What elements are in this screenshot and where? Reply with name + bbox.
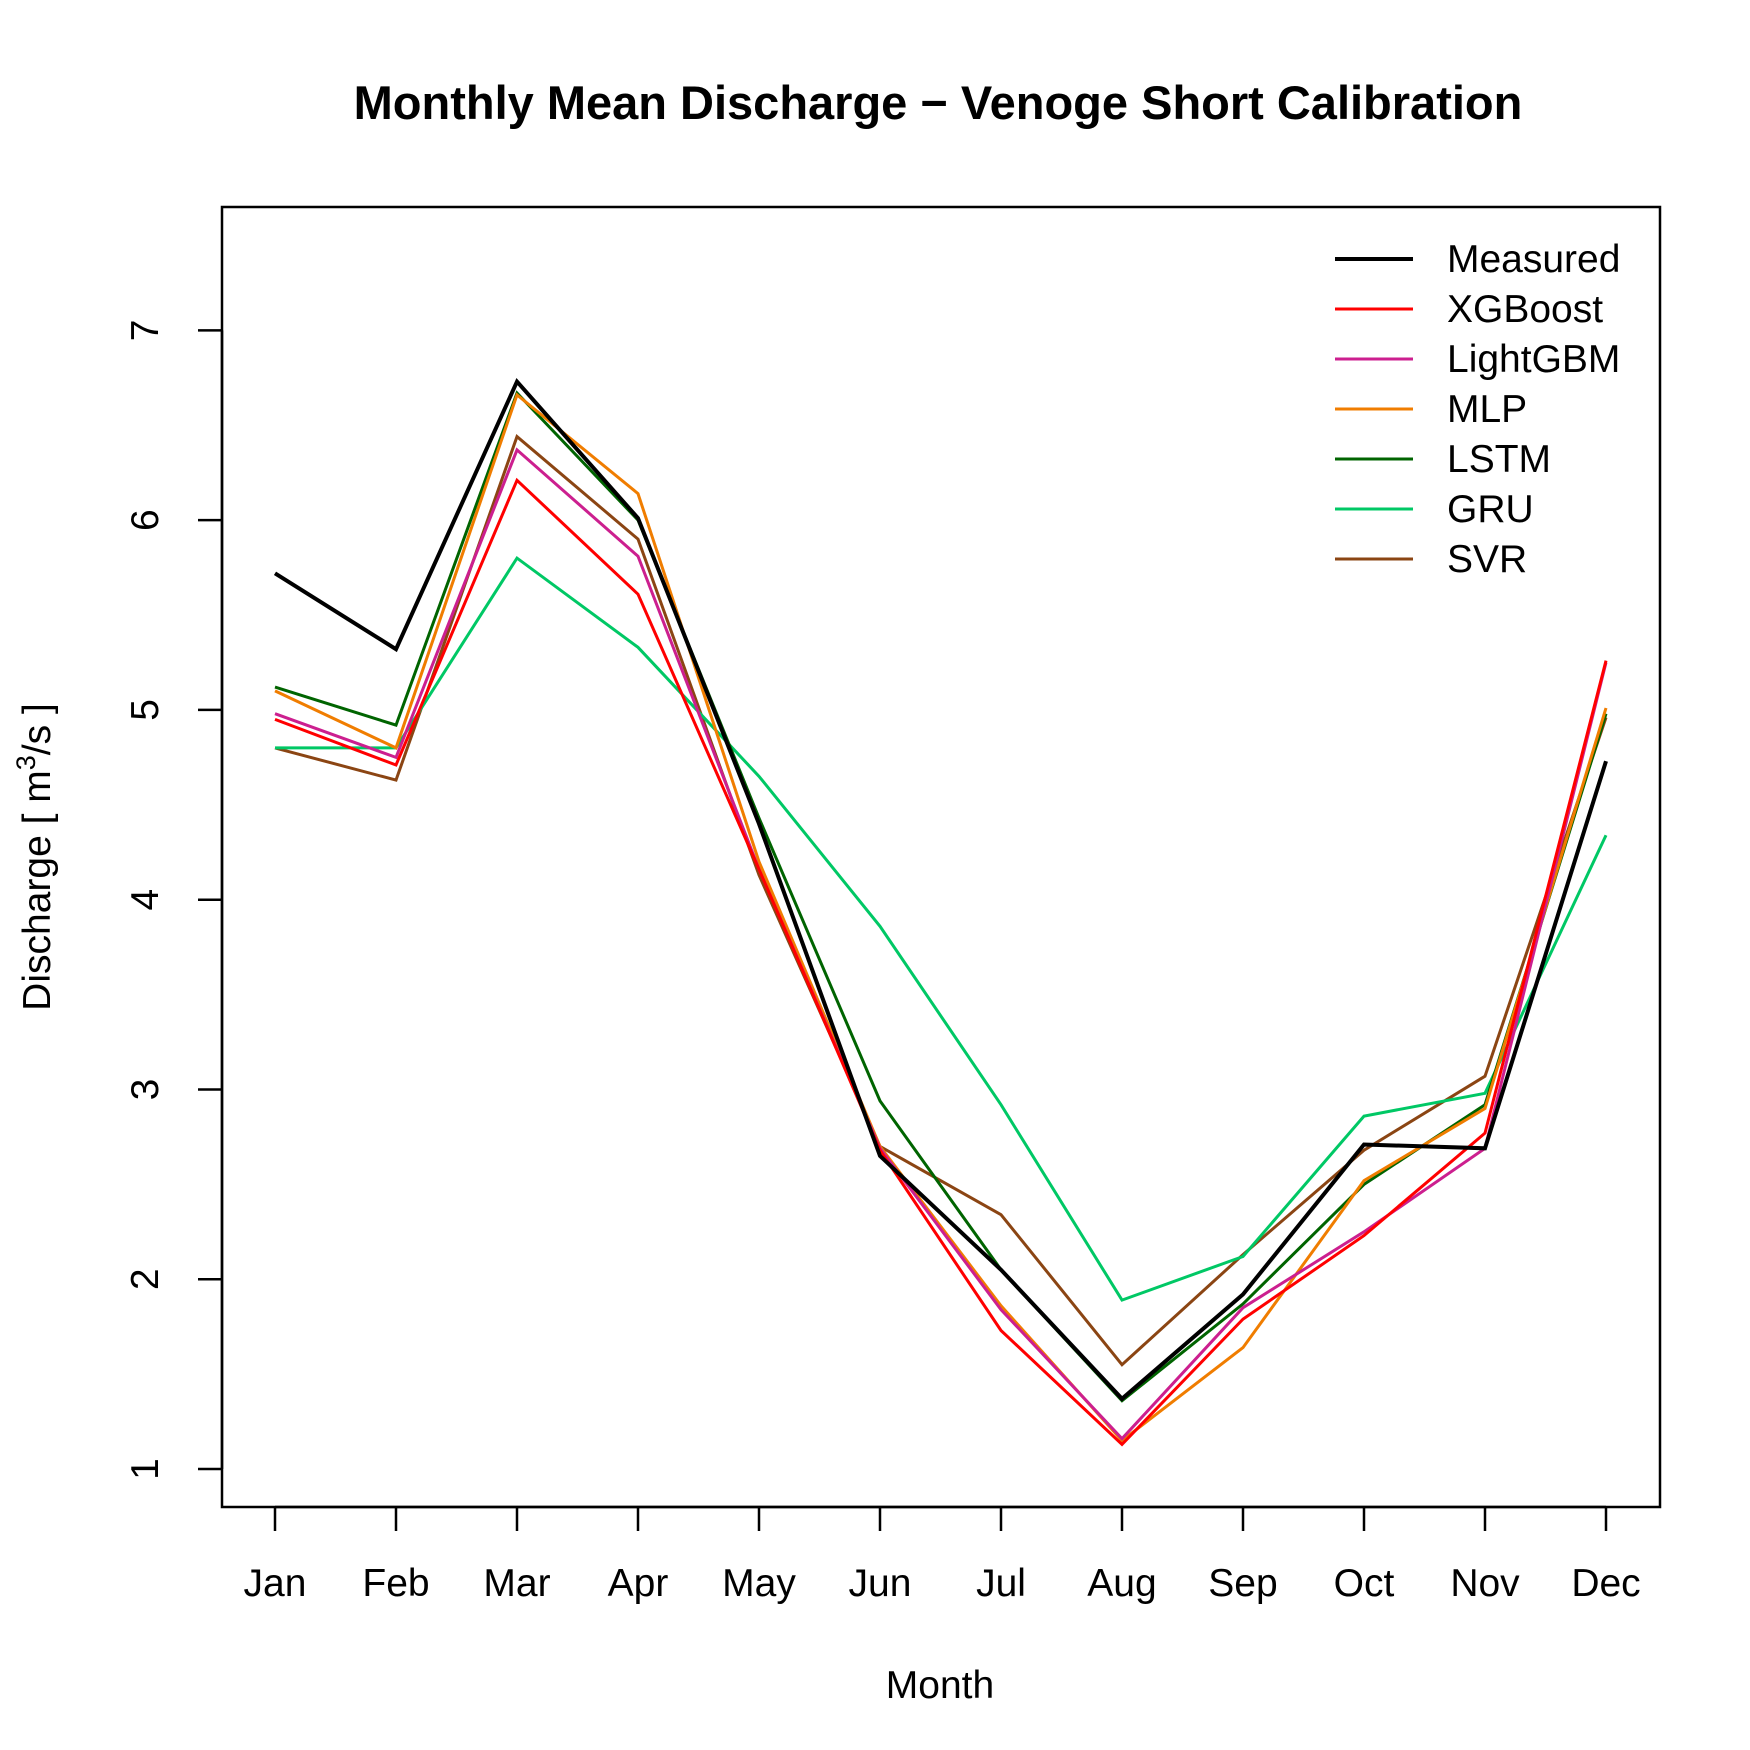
legend-label-xgboost: XGBoost: [1447, 288, 1603, 331]
series-line-xgboost: [274, 477, 1608, 1447]
series-lines: [273, 377, 1608, 1447]
plot-frame: [220, 205, 1662, 1509]
x-tick-label-feb: Feb: [362, 1562, 429, 1605]
legend-label-mlp: MLP: [1447, 388, 1527, 431]
legend-label-svr: SVR: [1447, 538, 1527, 581]
y-tick-label-5: 5: [124, 699, 167, 721]
x-tick-label-apr: Apr: [608, 1562, 669, 1605]
series-line-gru: [275, 555, 1608, 1302]
x-tick-label-oct: Oct: [1334, 1562, 1395, 1605]
x-tick-label-sep: Sep: [1208, 1562, 1277, 1605]
y-axis-label-end: /s ]: [16, 703, 59, 755]
legend-label-measured: Measured: [1447, 238, 1620, 281]
legend: Measured XGBoost LightGBM MLP LSTM GRU SVR: [1335, 238, 1620, 581]
y-axis-label-superscript: 3: [11, 755, 41, 770]
y-axis-label: Discharge [ m3/s ]: [11, 703, 59, 1011]
x-tick-label-may: May: [722, 1562, 796, 1605]
series-line-measured: [273, 377, 1608, 1402]
series-line-lstm: [274, 390, 1608, 1403]
x-tick-label-nov: Nov: [1450, 1562, 1520, 1605]
legend-label-gru: GRU: [1447, 488, 1534, 531]
y-axis-label-main: Discharge [ m: [16, 770, 59, 1011]
legend-label-lstm: LSTM: [1447, 438, 1551, 481]
chart-title: Monthly Mean Discharge − Venoge Short Ca…: [354, 76, 1523, 129]
y-tick-label-1: 1: [124, 1458, 167, 1480]
x-tick-label-dec: Dec: [1571, 1562, 1640, 1605]
x-tick-label-mar: Mar: [483, 1562, 550, 1605]
y-tick-label-2: 2: [124, 1268, 167, 1290]
x-tick-label-aug: Aug: [1087, 1562, 1156, 1605]
x-tick-label-jun: Jun: [849, 1562, 912, 1605]
y-tick-label-3: 3: [124, 1079, 167, 1101]
y-tick-label-6: 6: [124, 509, 167, 531]
x-tick-label-jan: Jan: [244, 1562, 307, 1605]
y-tick-label-4: 4: [124, 889, 167, 911]
series-line-lightgbm: [274, 447, 1608, 1441]
y-tick-label-7: 7: [124, 320, 167, 342]
y-axis: 1 2 3 4 5 6 7: [124, 320, 224, 1480]
series-line-mlp: [274, 392, 1608, 1443]
legend-label-lightgbm: LightGBM: [1447, 338, 1620, 381]
x-axis: Jan Feb Mar Apr May Jun Jul Aug Sep Oct Nov Dec: [244, 1505, 1641, 1605]
x-axis-label: Month: [886, 1664, 994, 1707]
x-tick-label-jul: Jul: [976, 1562, 1026, 1605]
series-line-svr: [274, 434, 1608, 1367]
